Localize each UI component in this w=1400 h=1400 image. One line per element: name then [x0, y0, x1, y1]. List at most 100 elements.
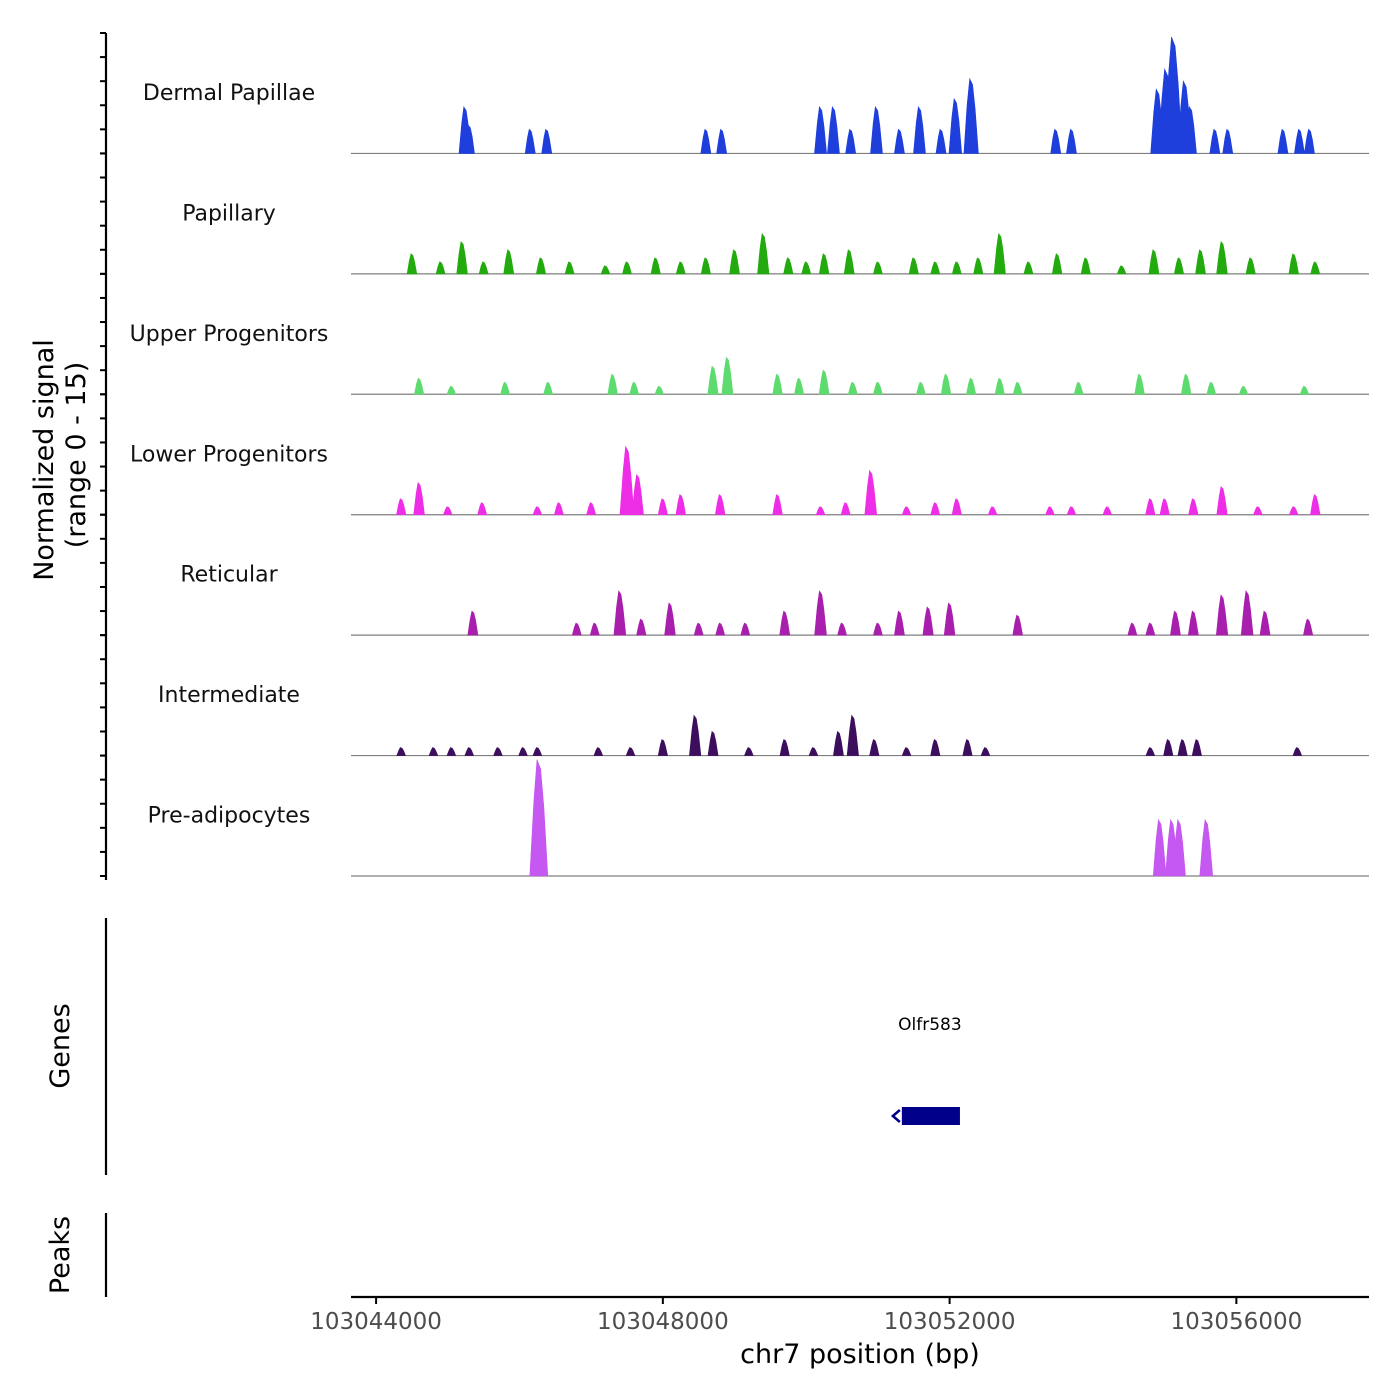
track-label: Dermal Papillae: [143, 81, 315, 106]
peaks-panel-label: Peaks: [45, 1216, 76, 1294]
signal-peak: [1187, 610, 1199, 636]
signal-peak: [707, 365, 719, 395]
signal-peak: [864, 469, 878, 516]
signal-peak: [396, 498, 407, 516]
signal-peak: [794, 377, 805, 395]
signal-peak: [987, 506, 998, 516]
gene-strand-arrow: [890, 1109, 901, 1123]
signal-peak: [1102, 506, 1113, 516]
track-papillary: Papillary: [182, 201, 1369, 275]
signal-peak: [818, 369, 830, 395]
signal-peak: [966, 377, 977, 395]
signal-peak: [963, 77, 979, 154]
signal-peak: [1310, 494, 1321, 516]
signal-peak: [435, 261, 446, 275]
signal-peak: [873, 381, 883, 395]
signal-peak: [922, 606, 934, 636]
signal-peak: [783, 257, 794, 275]
signal-peak: [1191, 739, 1202, 756]
signal-peak: [622, 261, 632, 275]
signal-peak: [463, 124, 475, 154]
signal-peak: [901, 506, 912, 516]
signal-peak: [607, 373, 618, 395]
signal-peak: [1253, 506, 1263, 516]
signal-peak: [693, 622, 704, 636]
track-label: Intermediate: [158, 683, 300, 708]
signal-peak: [894, 610, 905, 636]
gene-olfr583: Olfr583: [890, 1015, 962, 1125]
signal-peak: [700, 257, 711, 275]
signal-peak: [631, 473, 644, 516]
signal-peak: [772, 373, 783, 395]
signal-peak: [827, 106, 840, 154]
signal-peak: [1180, 373, 1192, 395]
signal-peak: [1173, 257, 1185, 275]
signal-peak: [869, 739, 880, 756]
track-upper-progenitors: Upper Progenitors: [130, 322, 1369, 395]
signal-peak: [446, 385, 457, 395]
signal-peak: [729, 249, 740, 275]
signal-peak: [657, 739, 668, 756]
signal-peak: [716, 128, 728, 154]
signal-peak: [1177, 739, 1188, 756]
signal-peak: [894, 128, 905, 154]
signal-peak: [815, 506, 826, 516]
genes-panel-label: Genes: [45, 1003, 76, 1088]
signal-peak: [543, 381, 554, 395]
signal-peak: [428, 747, 439, 756]
x-tick-label: 103052000: [884, 1309, 1016, 1335]
signal-peak: [600, 265, 611, 275]
signal-peak: [1012, 381, 1023, 395]
signal-peak: [1216, 485, 1228, 516]
signal-peak: [846, 714, 859, 756]
signal-peak: [1199, 818, 1214, 877]
signal-peak: [1222, 128, 1234, 154]
signal-peak: [636, 618, 647, 636]
signal-peak: [406, 253, 418, 275]
signal-peak: [1294, 128, 1305, 154]
signal-peak: [700, 128, 712, 154]
signal-peak: [1145, 622, 1156, 636]
signal-peak: [532, 506, 543, 516]
signal-peak: [524, 128, 536, 154]
track-pre-adipocytes: Pre-adipocytes: [148, 759, 1369, 877]
signal-peak: [1163, 739, 1174, 756]
signal-peak: [1259, 610, 1271, 636]
signal-tracks: Dermal Papillae Papillary Upper Progenitor…: [130, 36, 1369, 877]
track-label: Reticular: [180, 563, 278, 588]
signal-peak: [1148, 249, 1160, 275]
signal-peak: [744, 747, 754, 756]
signal-peak: [1292, 747, 1303, 756]
signal-peak: [1245, 257, 1256, 275]
signal-peak: [1051, 253, 1063, 275]
signal-peak: [973, 257, 984, 275]
signal-peak: [689, 714, 702, 756]
signal-peak: [1195, 249, 1206, 275]
track-intermediate: Intermediate: [158, 683, 1369, 757]
signal-peak: [675, 261, 686, 275]
signal-peak: [1303, 618, 1314, 636]
signal-peak: [413, 481, 425, 516]
signal-peak: [1188, 498, 1199, 516]
track-label: Lower Progenitors: [130, 442, 328, 467]
signal-peak: [943, 602, 956, 636]
signal-peak: [1066, 128, 1077, 154]
signal-peak: [1288, 506, 1299, 516]
signal-peak: [707, 730, 719, 756]
signal-peak: [847, 381, 858, 395]
gene-label: Olfr583: [898, 1015, 962, 1035]
signal-peak: [467, 610, 479, 636]
signal-peak: [1045, 506, 1055, 516]
signal-peak: [772, 494, 783, 516]
signal-peak: [873, 622, 883, 636]
signal-peak: [980, 747, 991, 756]
track-label: Upper Progenitors: [130, 322, 329, 347]
signal-peak: [1012, 614, 1023, 636]
signal-peak: [814, 590, 827, 636]
signal-peak: [870, 106, 883, 154]
x-tick-label: 103048000: [597, 1309, 729, 1335]
signal-peak: [1023, 261, 1034, 275]
signal-peak: [1277, 128, 1289, 154]
signal-peak: [554, 502, 564, 516]
peaks-panel: Peaks: [45, 1213, 108, 1297]
